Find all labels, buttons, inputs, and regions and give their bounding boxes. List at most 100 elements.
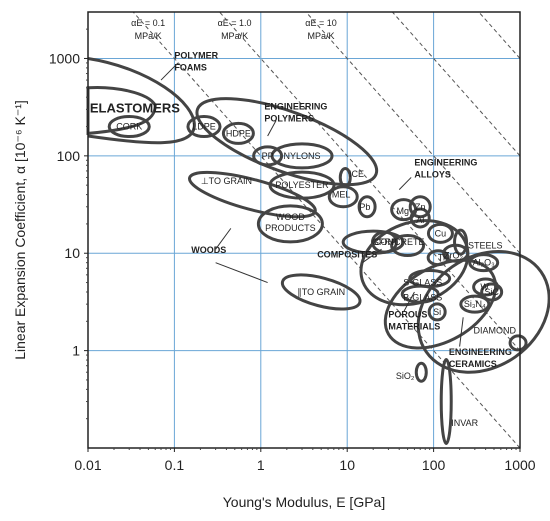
material-label: WOOD <box>276 212 305 222</box>
nylons-bubble <box>270 142 334 170</box>
parallel-grain-woods-bubble <box>280 273 362 311</box>
material-label: SiC <box>484 287 499 297</box>
guideline-label: αE = 1.0 <box>218 18 252 28</box>
material-label: ⊥TO GRAIN <box>201 176 252 186</box>
guideline-unit: MPa/K <box>135 31 162 41</box>
material-label: CORK <box>116 122 142 132</box>
zro2-bubble <box>442 243 470 263</box>
material-label: Pb <box>359 202 370 212</box>
property-bubbles <box>86 56 550 446</box>
material-labels: αE = 0.1 MPa/K αE = 1.0 MPa/K αE = 10 MPa/K CO… <box>90 18 517 428</box>
x-tick-label: 100 <box>422 457 446 473</box>
material-label: Si₃N₄ <box>464 299 486 309</box>
wood-products-bubble <box>256 204 324 244</box>
family-label: ALLOYS <box>414 169 451 179</box>
b-glass-bubble <box>400 284 440 304</box>
leader-line <box>215 262 268 284</box>
material-label: ZrO₂ <box>444 250 463 260</box>
guideline <box>132 12 520 448</box>
material-label: HDPE <box>226 128 251 138</box>
sic-bubble <box>480 282 504 302</box>
leader-line <box>459 317 464 347</box>
material-label: W <box>480 282 489 292</box>
x-tick-label: 0.1 <box>165 457 185 473</box>
material-label: Zn <box>415 202 426 212</box>
guideline-unit: MPa/K <box>307 31 334 41</box>
family-label: ENGINEERING <box>414 157 477 167</box>
family-label: ELASTOMERS <box>90 100 180 115</box>
x-tick-label: 10 <box>339 457 355 473</box>
material-label: Ti <box>438 253 445 263</box>
x-axis-title: Young's Modulus, E [GPa] <box>223 494 385 510</box>
pp-bubble <box>252 145 284 167</box>
cork-bubble <box>107 115 151 139</box>
leader-line <box>267 120 277 137</box>
material-label: S-GLASS <box>403 278 442 288</box>
y-tick-label: 100 <box>57 148 81 164</box>
leader-line <box>215 228 232 250</box>
material-label: INVAR <box>451 418 478 428</box>
material-label: GFRP <box>372 237 397 247</box>
material-label: Al <box>416 215 424 225</box>
si3n4-bubble <box>459 294 491 314</box>
invar-bubble <box>439 358 453 446</box>
pb-bubble <box>357 195 377 219</box>
material-label: Cu <box>435 228 447 238</box>
material-label: DIAMOND <box>474 326 517 336</box>
hdpe-bubble <box>221 121 255 145</box>
material-label: B-GLASS <box>403 293 442 303</box>
engineering-ceramics-bubble <box>416 250 550 374</box>
cu-bubble <box>426 222 454 244</box>
family-label: WOODS <box>191 245 226 255</box>
leader-line <box>362 248 382 264</box>
material-label: SiO₂ <box>396 371 415 381</box>
ldpe-bubble <box>186 115 222 139</box>
material-label: LDPE <box>192 122 216 132</box>
family-label: COMPOSITES <box>317 250 377 260</box>
guideline-unit: MPa/K <box>221 31 248 41</box>
elastomers-bubble <box>86 86 157 136</box>
guideline <box>218 12 520 352</box>
composites-bubble <box>341 229 405 255</box>
family-label: POLYMERS <box>264 113 314 123</box>
material-label: NYLONS <box>284 151 321 161</box>
material-label: ICE <box>349 169 364 179</box>
x-tick-label: 1000 <box>504 457 535 473</box>
material-label: PP <box>262 151 274 161</box>
family-label: FOAMS <box>174 62 207 72</box>
family-label: ENGINEERING <box>449 347 512 357</box>
al2o3-bubble <box>468 253 500 273</box>
alpha-e-guidelines <box>132 12 520 448</box>
material-label: Si <box>433 307 441 317</box>
y-tick-label: 1 <box>72 343 80 359</box>
material-label: POLYESTER <box>275 180 329 190</box>
x-tick-label: 0.01 <box>74 457 101 473</box>
x-tick-label: 1 <box>257 457 265 473</box>
material-label: MEL <box>332 190 351 200</box>
material-label: STEELS <box>468 241 503 251</box>
porous-materials-bubble <box>383 258 498 350</box>
concrete-bubble <box>390 234 426 258</box>
guideline-label: αE = 0.1 <box>131 18 165 28</box>
mel-bubble <box>327 185 359 209</box>
family-label: CERAMICS <box>449 359 497 369</box>
y-axis-title: Linear Expansion Coefficient, α [10⁻⁶ K⁻… <box>12 100 28 360</box>
material-label: Mg <box>397 206 410 216</box>
axis-ticks: 0.01 0.1 1 10 100 1000 1 10 100 1000 <box>49 28 536 473</box>
steels-bubble <box>453 228 469 256</box>
sio2-bubble <box>414 361 428 383</box>
material-label: ∥TO GRAIN <box>297 287 345 297</box>
polymer-foams-bubble <box>87 56 196 145</box>
material-label: PRODUCTS <box>265 223 316 233</box>
diamond-bubble <box>508 334 528 352</box>
family-label: POROUS <box>388 309 427 319</box>
family-label: MATERIALS <box>388 321 440 331</box>
zn-bubble <box>408 195 432 219</box>
engineering-polymers-bubble <box>195 97 379 187</box>
family-label: POLYMER <box>174 50 218 60</box>
material-label: CONCRETE <box>374 237 425 247</box>
plot-frame <box>87 11 521 449</box>
guideline-label: αE = 10 <box>305 18 336 28</box>
material-label: Al₂O₃ <box>473 258 495 268</box>
